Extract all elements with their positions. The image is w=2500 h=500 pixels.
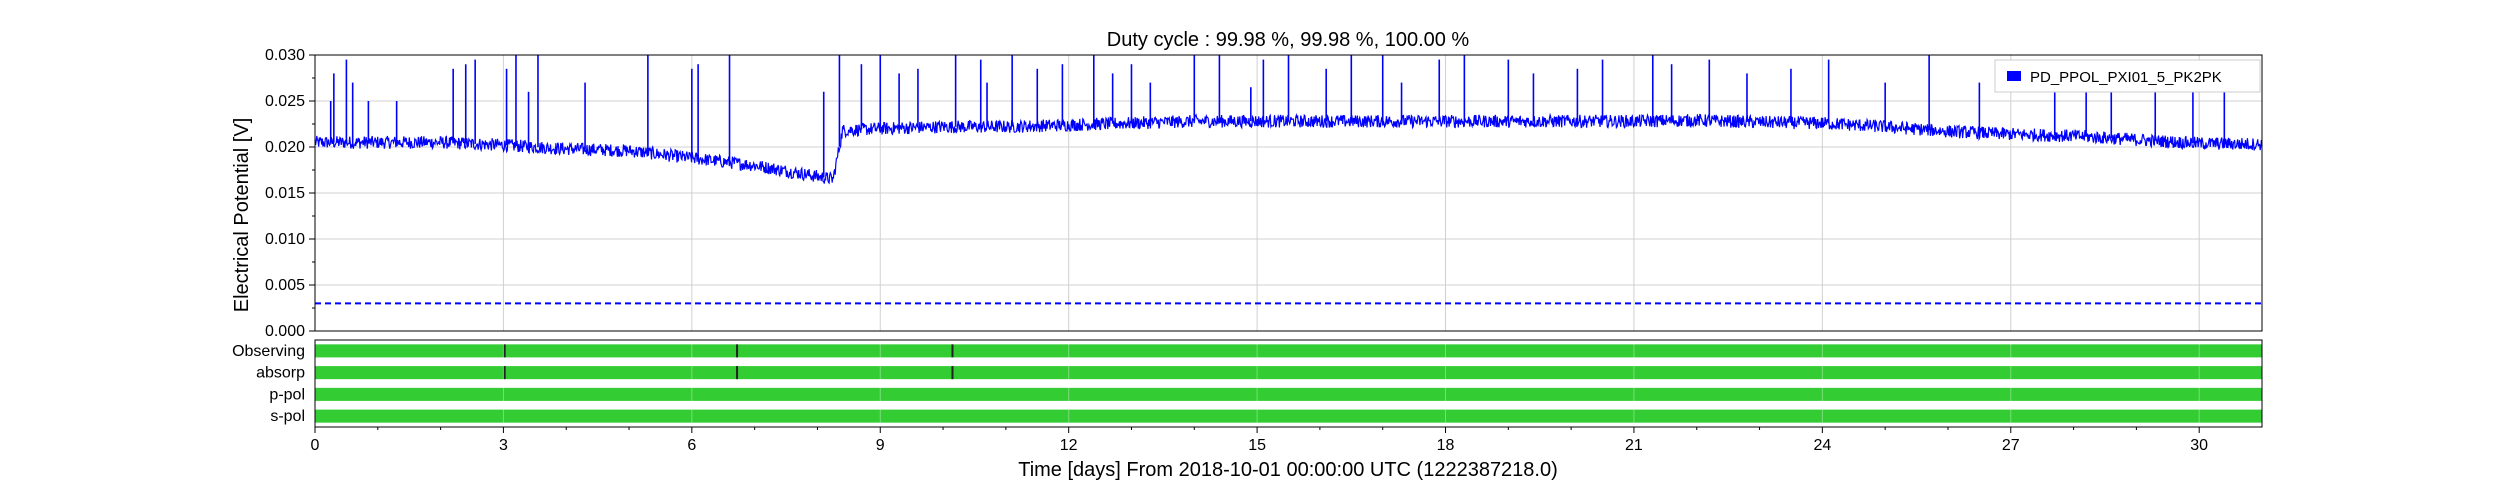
segment-label: Observing <box>232 343 305 360</box>
x-tick-label: 21 <box>1625 437 1643 454</box>
x-tick-label: 3 <box>499 437 508 454</box>
x-tick-label: 6 <box>687 437 696 454</box>
segment-gap <box>736 366 739 380</box>
segment-gap <box>951 344 954 358</box>
x-tick-label: 15 <box>1248 437 1266 454</box>
y-tick-label: 0.015 <box>265 185 305 202</box>
x-tick-label: 24 <box>1813 437 1831 454</box>
legend-entry: PD_PPOL_PXI01_5_PK2PK <box>2030 69 2222 86</box>
x-tick-label: 27 <box>2002 437 2020 454</box>
segment-bar <box>315 366 2262 380</box>
segment-gap <box>503 366 506 380</box>
x-tick-label: 30 <box>2190 437 2208 454</box>
segment-label: absorp <box>256 365 305 382</box>
legend-swatch <box>2007 71 2021 81</box>
segment-gap <box>736 344 739 358</box>
segment-bar <box>315 387 2262 401</box>
segment-label: p-pol <box>269 386 305 403</box>
legend: PD_PPOL_PXI01_5_PK2PK <box>1994 59 2261 93</box>
y-tick-label: 0.030 <box>265 47 305 64</box>
chart-title: Duty cycle : 99.98 %, 99.98 %, 100.00 % <box>1107 29 1470 51</box>
segment-gap <box>503 344 506 358</box>
segment-label: s-pol <box>270 408 305 425</box>
y-tick-label: 0.025 <box>265 93 305 110</box>
y-tick-label: 0.005 <box>265 277 305 294</box>
x-tick-label: 9 <box>876 437 885 454</box>
series-area <box>314 55 2263 305</box>
y-tick-label: 0.010 <box>265 231 305 248</box>
y-tick-label: 0.000 <box>265 323 305 340</box>
x-axis-label: Time [days] From 2018-10-01 00:00:00 UTC… <box>1018 459 1558 481</box>
segment-gap <box>951 366 954 380</box>
series-line <box>314 112 2263 185</box>
x-tick-label: 0 <box>311 437 320 454</box>
y-axis-ticks: 0.000 0.005 0.010 0.015 0.020 0.025 0.030 <box>265 47 315 340</box>
segment-bar <box>315 409 2262 423</box>
y-tick-label: 0.020 <box>265 139 305 156</box>
y-axis-label: Electrical Potential [V] <box>231 118 253 313</box>
x-axis-ticks: 0 3 6 9 12 15 18 21 24 27 30 <box>311 427 2208 454</box>
x-tick-label: 12 <box>1060 437 1078 454</box>
segment-bar <box>315 344 2262 358</box>
legend-box <box>1994 59 2261 93</box>
segment-panel: Observing absorp p-pol s-pol <box>232 339 2263 428</box>
x-tick-label: 18 <box>1437 437 1455 454</box>
segment-frame <box>314 339 2263 428</box>
